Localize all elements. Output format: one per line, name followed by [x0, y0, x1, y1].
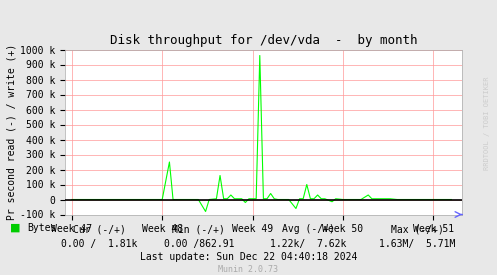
Text: 1.22k/  7.62k: 1.22k/ 7.62k [270, 240, 346, 249]
Title: Disk throughput for /dev/vda  -  by month: Disk throughput for /dev/vda - by month [110, 34, 417, 47]
Text: Avg (-/+): Avg (-/+) [282, 224, 334, 234]
Text: 0.00 /862.91: 0.00 /862.91 [164, 240, 234, 249]
Y-axis label: Pr second read (-) / write (+): Pr second read (-) / write (+) [7, 44, 17, 220]
Text: Min (-/+): Min (-/+) [172, 224, 225, 234]
Text: 1.63M/  5.71M: 1.63M/ 5.71M [379, 240, 456, 249]
Text: Cur (-/+): Cur (-/+) [73, 224, 126, 234]
Text: Munin 2.0.73: Munin 2.0.73 [219, 265, 278, 274]
Text: 0.00 /  1.81k: 0.00 / 1.81k [61, 240, 138, 249]
Text: Bytes: Bytes [27, 223, 57, 233]
Text: RRDTOOL / TOBI OETIKER: RRDTOOL / TOBI OETIKER [484, 77, 490, 170]
Text: Max (-/+): Max (-/+) [391, 224, 444, 234]
Text: Last update: Sun Dec 22 04:40:18 2024: Last update: Sun Dec 22 04:40:18 2024 [140, 252, 357, 262]
Text: ■: ■ [10, 223, 20, 233]
